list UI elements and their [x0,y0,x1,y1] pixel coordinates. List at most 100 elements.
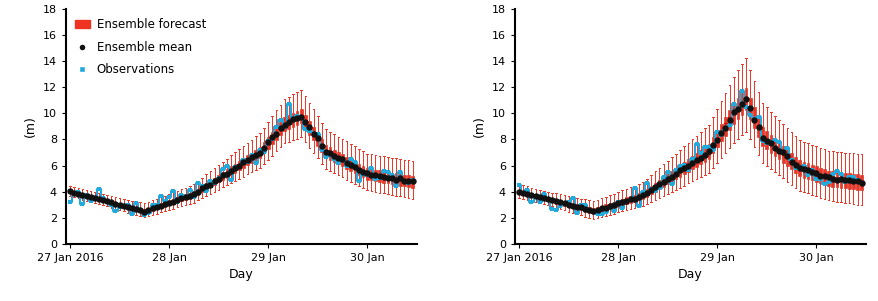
Point [265,136,279,141]
Point [348,160,362,165]
Point [256,150,270,154]
Bar [263,142,265,153]
Point [607,209,621,214]
Point [771,140,785,145]
Bar [571,203,573,208]
Point [129,200,143,205]
Point [174,193,188,197]
Point [586,209,600,213]
Bar [97,197,100,201]
Bar [197,189,199,195]
Point [327,157,341,161]
Bar [554,199,557,203]
Point [809,171,823,176]
Point [627,186,641,191]
Bar [629,196,631,203]
Point [734,102,748,107]
Point [323,150,337,155]
Point [812,173,826,178]
Point [581,208,595,213]
Point [578,206,592,211]
Point [680,167,694,172]
Point [261,140,275,144]
Bar [333,150,335,162]
Bar [723,117,726,135]
Bar [68,190,71,193]
Point [660,169,674,174]
Point [83,198,97,203]
Point [277,125,291,130]
Bar [287,115,290,129]
Point [702,144,716,149]
Point [224,177,238,182]
Bar [802,162,804,178]
Bar [365,168,368,180]
Bar [860,175,862,191]
Bar [299,109,302,123]
Point [331,156,345,161]
Point [631,204,645,209]
Point [285,117,299,122]
Point [277,123,291,127]
X-axis label: Day: Day [677,268,702,281]
Point [697,152,711,157]
Point [841,174,855,179]
Point [829,178,843,183]
Point [63,189,77,194]
Point [635,192,649,197]
Point [158,199,172,204]
Point [187,195,201,200]
Point [565,196,579,200]
Bar [699,150,702,164]
Bar [794,157,796,173]
Point [154,194,168,199]
Point [688,158,702,163]
Bar [267,137,270,149]
Bar [773,138,775,156]
Point [244,153,258,158]
Point [92,186,106,191]
Point [796,164,810,169]
Point [717,126,731,131]
Point [331,161,345,166]
Point [174,196,188,201]
Point [339,163,353,168]
Point [783,159,797,164]
Bar [736,98,738,119]
Point [319,154,333,159]
Point [389,178,403,182]
Point [615,205,629,210]
Point [397,179,411,184]
Point [323,152,337,157]
Point [363,173,378,178]
Point [100,199,114,204]
Point [800,173,814,178]
Bar [595,207,598,213]
Bar [407,175,409,187]
Bar [357,164,360,175]
Bar [797,160,800,176]
Point [232,164,246,169]
Bar [760,127,763,146]
Bar [529,193,532,197]
Bar [234,164,236,172]
Point [623,197,637,202]
Bar [110,201,112,204]
Point [392,169,407,174]
Bar [715,131,717,147]
Point [561,200,575,205]
Point [680,163,694,168]
Point [133,208,148,213]
Bar [855,174,858,190]
Bar [93,197,96,200]
Point [351,179,365,184]
Point [228,166,242,171]
Point [532,195,546,200]
Point [520,191,534,196]
Point [635,190,649,195]
Point [557,201,571,206]
Point [627,196,641,201]
Point [536,196,551,200]
Bar [73,191,76,194]
Point [170,200,184,205]
